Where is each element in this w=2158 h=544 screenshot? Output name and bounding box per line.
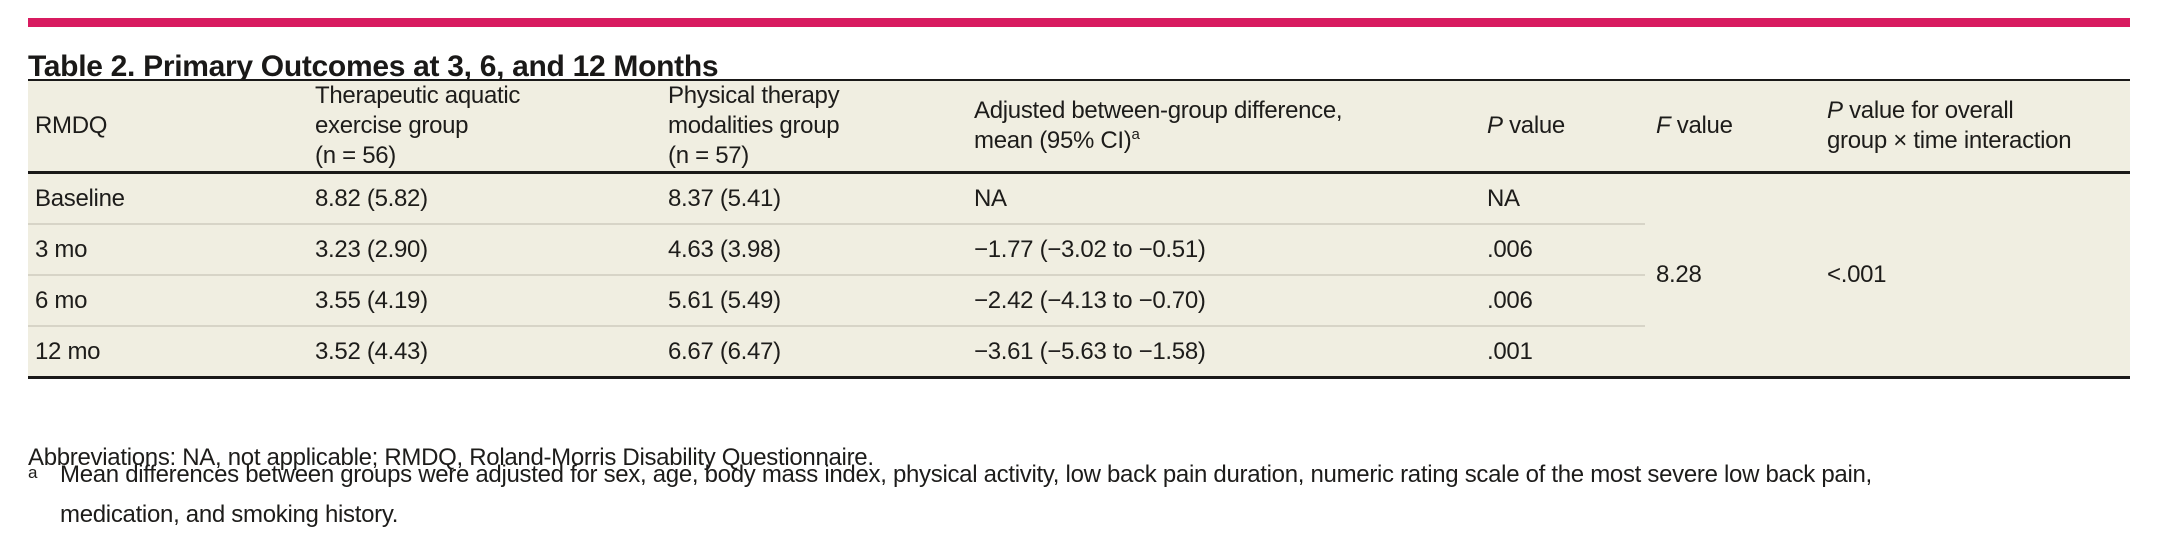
table-row-3mo: 3 mo 3.23 (2.90) 4.63 (3.98) −1.77 (−3.0… bbox=[28, 223, 2130, 275]
cell-pt: 6.67 (6.47) bbox=[668, 325, 974, 378]
cell-pt: 8.37 (5.41) bbox=[668, 184, 781, 212]
outcomes-table-wrap: RMDQ Therapeutic aquatic exercise group (n… bbox=[28, 79, 2130, 379]
header-rmdq: RMDQ bbox=[28, 80, 315, 174]
cell-p-value: NA bbox=[1487, 184, 1520, 212]
footnote-a-reference: a bbox=[1131, 126, 1140, 143]
cell-timepoint: Baseline bbox=[35, 184, 125, 212]
cell-timepoint: 12 mo bbox=[28, 325, 315, 378]
cell-aquatic: 3.52 (4.43) bbox=[315, 325, 668, 378]
cell-pt: 4.63 (3.98) bbox=[668, 223, 974, 275]
header-row: RMDQ Therapeutic aquatic exercise group (n… bbox=[28, 80, 2130, 174]
header-f-value: F value bbox=[1645, 80, 1827, 174]
footnote-a-text: Mean differences between groups were adj… bbox=[60, 461, 1872, 528]
cell-p-value: .006 bbox=[1487, 274, 1645, 326]
cell-difference: −2.42 (−4.13 to −0.70) bbox=[974, 274, 1487, 326]
cell-f-value: 8.28 bbox=[1656, 261, 1702, 288]
header-pt-group: Physical therapy modalities group (n = 57) bbox=[668, 80, 974, 174]
footnote-a-marker: a bbox=[28, 463, 38, 482]
cell-difference: −3.61 (−5.63 to −1.58) bbox=[974, 325, 1487, 378]
cell-aquatic: 3.55 (4.19) bbox=[315, 274, 668, 326]
cell-p-value: .006 bbox=[1487, 223, 1645, 275]
cell-p-value: .001 bbox=[1487, 325, 1645, 378]
cell-timepoint: 6 mo bbox=[28, 274, 315, 326]
cell-interaction-p: <.001 bbox=[1827, 261, 1887, 288]
cell-pt: 5.61 (5.49) bbox=[668, 274, 974, 326]
accent-bar bbox=[28, 18, 2130, 27]
cell-difference: NA bbox=[974, 184, 1007, 212]
table-row-6mo: 6 mo 3.55 (4.19) 5.61 (5.49) −2.42 (−4.1… bbox=[28, 274, 2130, 326]
outcomes-table: RMDQ Therapeutic aquatic exercise group (n… bbox=[28, 79, 2130, 379]
table-row-baseline: Baseline 8.82 (5.82) 8.37 (5.41) NA NA 8… bbox=[28, 173, 2130, 289]
header-p-value: P value bbox=[1487, 80, 1645, 174]
cell-timepoint: 3 mo bbox=[28, 223, 315, 275]
header-interaction-p: P value for overall group × time interact… bbox=[1827, 80, 2130, 174]
cell-aquatic: 8.82 (5.82) bbox=[315, 184, 428, 212]
abbreviations-footnote: Abbreviations: NA, not applicable; RMDQ,… bbox=[28, 444, 874, 471]
table-title: Table 2. Primary Outcomes at 3, 6, and 1… bbox=[28, 50, 719, 84]
header-aquatic-group: Therapeutic aquatic exercise group (n = 56… bbox=[315, 80, 668, 174]
footnote-a: a Mean differences between groups were a… bbox=[28, 455, 2130, 535]
header-adjusted-difference: Adjusted between-group difference, mean (… bbox=[974, 80, 1487, 174]
cell-aquatic: 3.23 (2.90) bbox=[315, 223, 668, 275]
cell-difference: −1.77 (−3.02 to −0.51) bbox=[974, 223, 1487, 275]
table-row-12mo: 12 mo 3.52 (4.43) 6.67 (6.47) −3.61 (−5.… bbox=[28, 325, 2130, 378]
